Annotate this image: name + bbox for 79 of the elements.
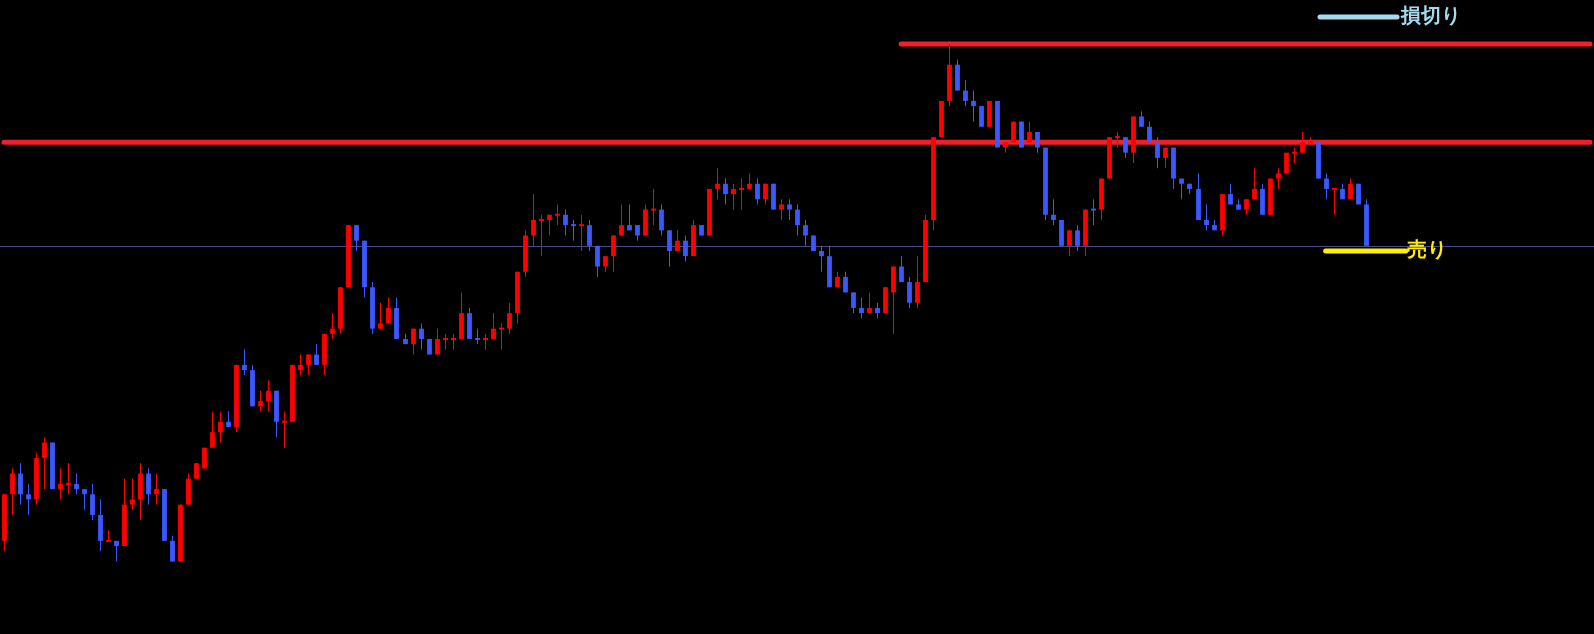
candlestick (587, 219, 592, 252)
candlestick (386, 297, 391, 324)
candlestick (1300, 131, 1305, 154)
candlestick (10, 467, 15, 516)
candlestick (531, 193, 536, 247)
candlestick (130, 478, 135, 511)
candlestick (1075, 224, 1080, 252)
candlestick (779, 198, 784, 221)
candlestick (82, 488, 87, 511)
candlestick (963, 79, 968, 107)
candlestick (354, 224, 359, 252)
candlestick (899, 255, 904, 283)
candlestick (242, 348, 247, 376)
candlestick (258, 390, 263, 412)
candlestick (667, 229, 672, 268)
candlestick (915, 255, 920, 309)
candlestick (282, 410, 287, 449)
candlestick (1204, 203, 1209, 231)
candlestick (683, 234, 688, 262)
candlestick (210, 410, 215, 449)
candlestick (90, 483, 95, 521)
candlestick (1091, 198, 1096, 226)
candlestick (42, 436, 47, 490)
candlestick (739, 178, 744, 211)
candlestick (787, 198, 792, 221)
candlestick (378, 302, 383, 330)
candlestick (419, 322, 424, 350)
candlestick (26, 483, 31, 516)
candlestick (1324, 172, 1329, 200)
candlestick (1051, 198, 1056, 226)
candlestick (755, 178, 760, 205)
candlestick (74, 473, 79, 495)
candlestick (314, 343, 319, 366)
candlestick (1252, 167, 1257, 200)
candlestick (154, 473, 159, 506)
candlestick (1123, 136, 1128, 159)
candlestick (555, 203, 560, 226)
candlestick (1276, 167, 1281, 190)
candlestick (539, 214, 544, 257)
candlestick (499, 322, 504, 350)
candlestick (58, 467, 63, 500)
candlestick (611, 234, 616, 273)
candlestick (627, 203, 632, 231)
candlestick (330, 312, 335, 340)
candlestick (651, 188, 656, 226)
candlestick (435, 328, 440, 356)
legend-label: 損切り (1400, 3, 1461, 28)
candlestick (595, 245, 600, 278)
candlestick (859, 297, 864, 319)
candlestick (659, 203, 664, 236)
candlestick (1155, 136, 1160, 169)
candlestick (298, 354, 303, 376)
series-label: 売り (1406, 237, 1447, 262)
candlestick (731, 183, 736, 211)
candlestick (106, 529, 111, 542)
candlestick (803, 219, 808, 247)
candlestick (795, 203, 800, 236)
candlestick (979, 105, 984, 128)
candlestick (507, 302, 512, 335)
candlestick (619, 203, 624, 236)
candlestick (971, 90, 976, 123)
candlestick (723, 178, 728, 205)
candlestick (18, 462, 23, 506)
candlestick (266, 379, 271, 412)
candlestick (715, 167, 720, 200)
candlestick (1067, 229, 1072, 257)
candlestick (1332, 187, 1337, 216)
candlestick (851, 291, 856, 314)
candlestick (491, 312, 496, 340)
candlestick (563, 209, 568, 236)
candlestick (819, 245, 824, 273)
candlestick (411, 328, 416, 356)
candlestick (907, 276, 912, 309)
candlestick (218, 410, 223, 444)
candlestick (66, 462, 71, 495)
candlestick (170, 535, 175, 563)
candlestick (579, 214, 584, 252)
candlestick (146, 467, 151, 506)
candlestick (571, 219, 576, 242)
